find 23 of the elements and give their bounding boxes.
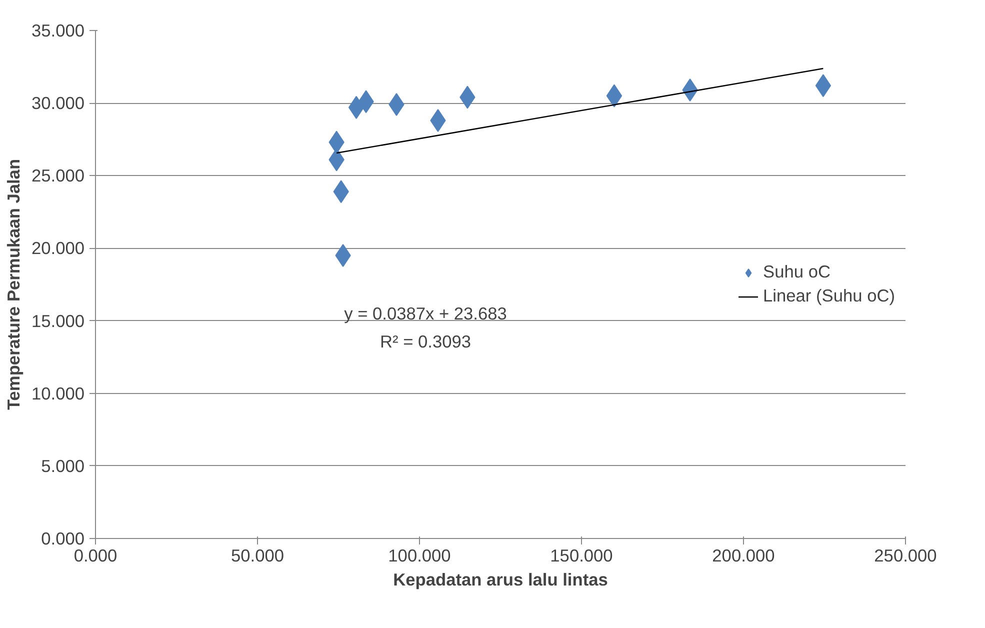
legend-label: Suhu oC [763, 262, 830, 282]
y-tick-label: 0.000 [41, 528, 85, 548]
x-tick-label: 50.000 [231, 546, 284, 566]
y-tick-label: 25.000 [32, 166, 84, 186]
x-tick-label: 0.000 [74, 546, 118, 566]
point [606, 84, 622, 108]
x-tick-label: 100.000 [388, 546, 451, 566]
point [815, 74, 832, 98]
y-axis-title: Temperature Permukaan Jalan [4, 158, 24, 410]
point [348, 96, 364, 119]
y-tick-label: 35.000 [32, 20, 84, 40]
x-tick-label: 250.000 [874, 546, 937, 566]
y-tick-label: 10.000 [32, 383, 84, 404]
y-tick-label: 30.000 [32, 93, 84, 114]
annotation: y = 0.0387x + 23.683 [344, 304, 507, 324]
annotation: R² = 0.3093 [380, 332, 472, 352]
x-tick-label: 150.000 [550, 546, 613, 566]
legend-label: Linear (Suhu oC) [763, 286, 895, 306]
x-axis-title: Kepadatan arus lalu lintas [393, 570, 608, 590]
x-tick-label: 200.000 [712, 546, 775, 566]
y-tick-label: 20.000 [32, 238, 84, 258]
y-tick-label: 5.000 [41, 456, 85, 476]
y-tick-label: 15.000 [32, 310, 84, 331]
